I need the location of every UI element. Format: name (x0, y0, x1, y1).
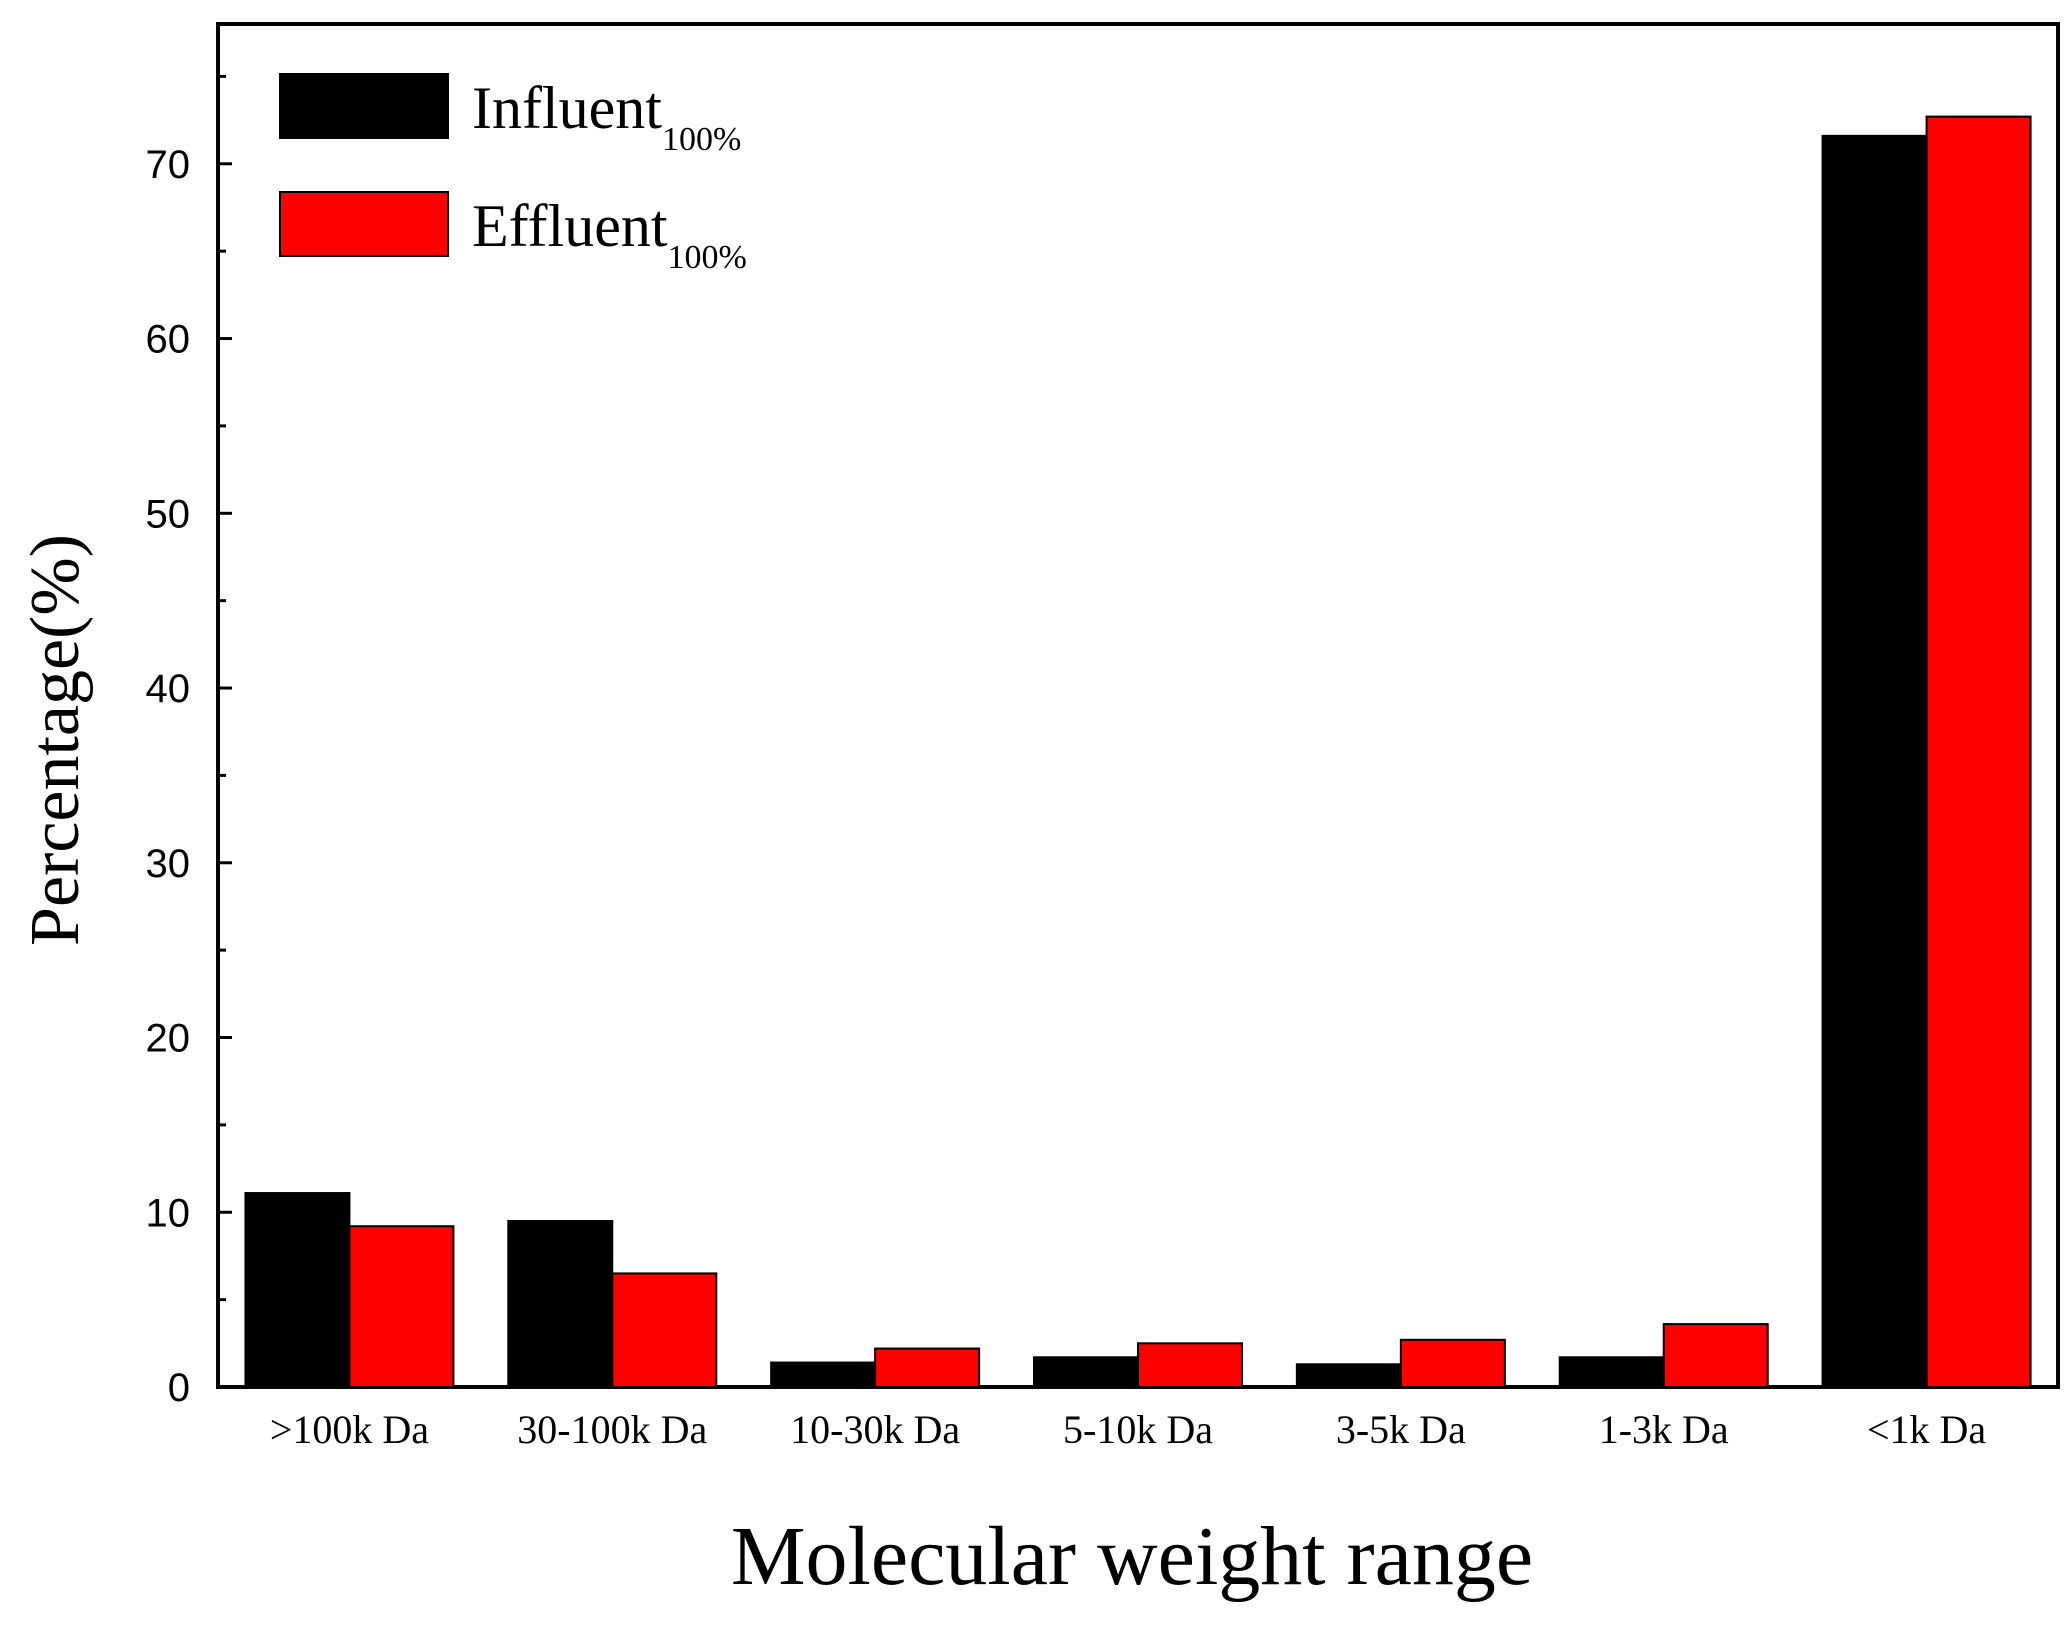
bar-effluent-3 (874, 1347, 981, 1388)
y-tick-label: 0 (168, 1366, 190, 1410)
y-tick-label: 60 (146, 318, 191, 362)
x-tick-label: <1k Da (1867, 1407, 1986, 1452)
bar-influent-4 (1033, 1356, 1139, 1388)
y-axis: 0 10 20 30 40 50 60 70 (146, 74, 232, 1410)
bar-influent-6 (1558, 1356, 1665, 1388)
bar-effluent-2 (611, 1272, 718, 1388)
bar-effluent-4 (1137, 1342, 1243, 1388)
x-tick-label: 10-30k Da (790, 1407, 960, 1452)
y-tick-label: 40 (146, 667, 191, 711)
bar-influent-2 (507, 1219, 614, 1388)
x-tick-label: 30-100k Da (517, 1407, 707, 1452)
legend-label-influent: Influent100% (472, 75, 741, 158)
y-tick-label: 50 (146, 492, 191, 536)
x-tick-label: 1-3k Da (1599, 1407, 1729, 1452)
bars (244, 115, 2032, 1389)
bar-effluent-7 (1925, 115, 2032, 1388)
y-tick-label: 10 (146, 1191, 191, 1235)
x-axis-title: Molecular weight range (731, 1510, 1533, 1603)
y-tick-label: 30 (146, 842, 191, 886)
y-tick-label: 20 (146, 1017, 191, 1061)
bar-effluent-1 (348, 1225, 455, 1388)
legend: Influent100% Effluent100% (279, 73, 747, 276)
x-tick-label: >100k Da (270, 1407, 429, 1452)
legend-swatch-influent (279, 73, 449, 139)
x-tick-label: 5-10k Da (1063, 1407, 1213, 1452)
bar-effluent-5 (1399, 1338, 1506, 1388)
bar-influent-1 (244, 1192, 351, 1389)
plot-area (216, 22, 2060, 1389)
legend-label-effluent: Effluent100% (472, 193, 747, 276)
x-tick-label: 3-5k Da (1336, 1407, 1466, 1452)
bar-influent-7 (1821, 134, 1928, 1388)
bar-effluent-6 (1662, 1323, 1769, 1388)
bar-influent-3 (770, 1361, 877, 1388)
legend-swatch-effluent (279, 191, 449, 257)
x-axis: >100k Da 30-100k Da 10-30k Da 5-10k Da 3-5k … (270, 1407, 1987, 1452)
y-tick-label: 70 (146, 143, 191, 187)
bar-influent-5 (1295, 1363, 1402, 1388)
y-axis-title: Percentage(%) (17, 534, 94, 946)
